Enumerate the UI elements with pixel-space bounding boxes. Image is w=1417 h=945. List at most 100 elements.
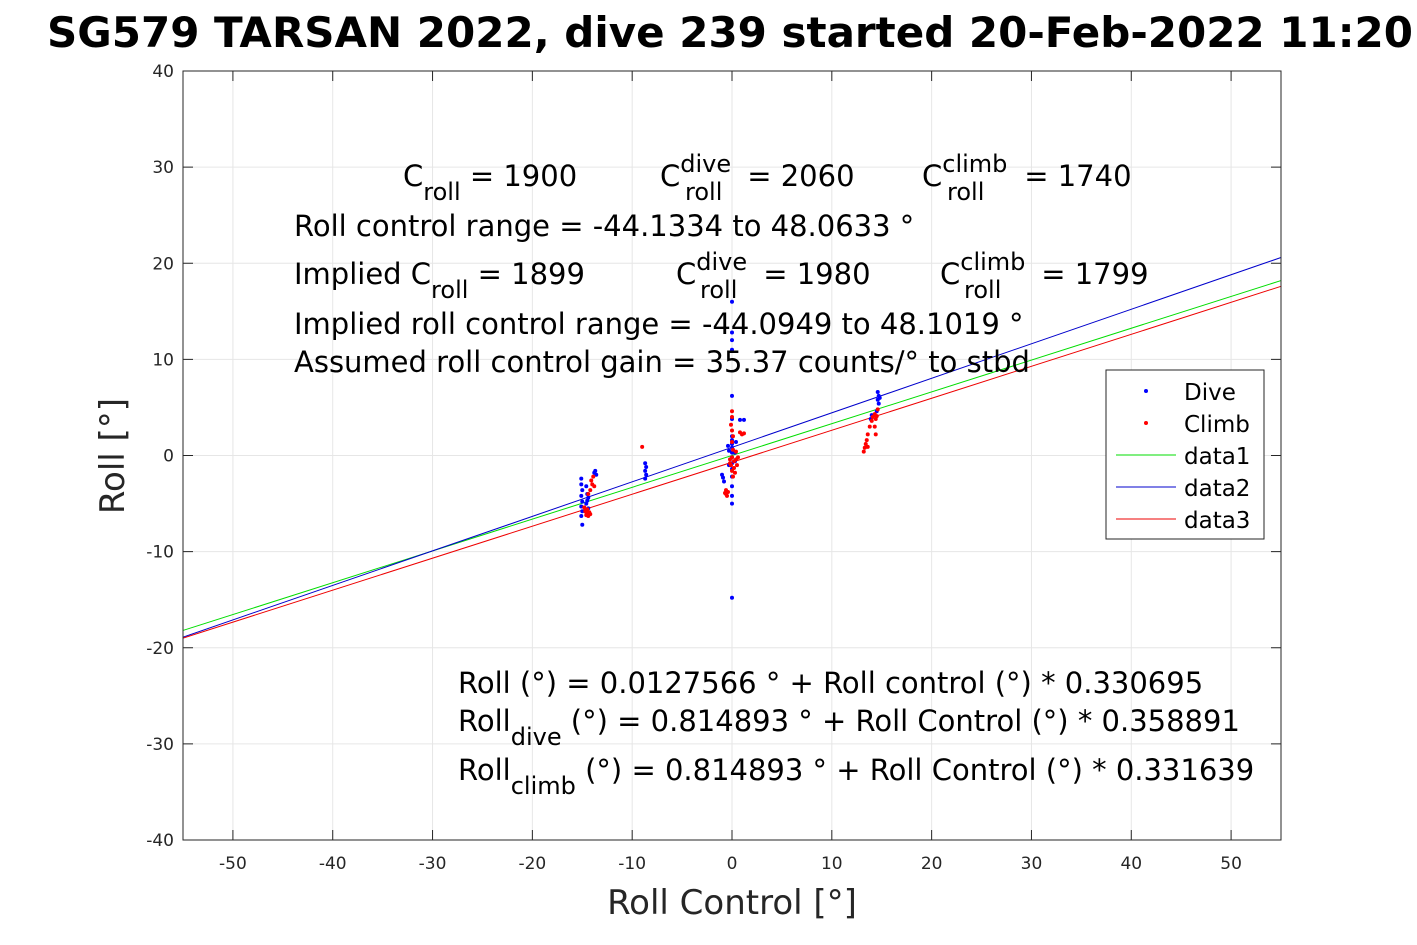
x-tick-label: 40 xyxy=(1120,854,1142,874)
climb-point xyxy=(591,474,596,479)
dive-point xyxy=(643,468,648,473)
dive-point xyxy=(730,338,734,343)
y-tick-label: -30 xyxy=(146,735,174,755)
dive-point xyxy=(876,401,881,406)
dive-point xyxy=(580,499,585,504)
dive-point xyxy=(644,465,649,470)
chart-title: SG579 TARSAN 2022, dive 239 started 20-F… xyxy=(47,8,1413,57)
y-tick-label: 10 xyxy=(152,350,174,370)
climb-point xyxy=(875,407,880,412)
gain-annotation: Assumed roll control gain = 35.37 counts… xyxy=(294,345,1030,379)
implied-range-annotation: Implied roll control range = -44.0949 to… xyxy=(294,307,1024,341)
climb-point xyxy=(731,465,736,470)
dive-point xyxy=(730,493,734,498)
dive-point xyxy=(730,393,734,398)
climb-point xyxy=(730,455,734,460)
dive-point xyxy=(726,443,731,448)
fit-equation-annotation: Roll (°) = 0.0127566 ° + Roll control (°… xyxy=(458,666,1203,700)
climb-point xyxy=(589,478,594,483)
dive-point xyxy=(730,484,734,489)
climb-point xyxy=(873,432,878,437)
y-tick-label: -10 xyxy=(146,543,174,563)
dive-point xyxy=(644,472,649,477)
dive-point xyxy=(875,390,880,395)
climb-point xyxy=(732,470,737,475)
axis-ticks: -50 -40 -30 -20 -10 0 10 20 30 40 50 -40 -30 -20 -10 0 1… xyxy=(146,62,1281,874)
climb-point xyxy=(728,461,733,466)
x-tick-label: 20 xyxy=(921,854,943,874)
legend-data2-label: data2 xyxy=(1184,476,1250,502)
y-tick-label: -40 xyxy=(146,831,174,851)
dive-point xyxy=(722,479,727,484)
climb-point xyxy=(640,444,645,449)
dive-point xyxy=(741,417,746,422)
x-tick-label: -30 xyxy=(419,854,447,874)
climb-point xyxy=(730,434,735,439)
implied-c-roll-annotation: Implied Croll = 1899 xyxy=(294,257,585,304)
climb-point xyxy=(869,418,874,423)
climb-point xyxy=(735,455,740,460)
x-tick-label: 0 xyxy=(727,854,738,874)
climb-point xyxy=(872,424,877,429)
climb-point xyxy=(586,491,591,496)
dive-point xyxy=(643,476,648,481)
dive-point xyxy=(579,493,584,498)
implied-c-roll-dive-annotation: Cdive roll = 1980 xyxy=(676,248,871,304)
dive-point xyxy=(579,514,584,519)
dive-point xyxy=(721,475,726,480)
x-tick-label: 50 xyxy=(1220,854,1242,874)
climb-point xyxy=(874,414,879,419)
climb-point xyxy=(726,490,731,495)
fit-dive-equation-annotation: Rolldive (°) = 0.814893 ° + Roll Control… xyxy=(458,704,1240,751)
climb-point xyxy=(592,484,597,489)
climb-point xyxy=(582,505,587,510)
dive-point xyxy=(643,461,648,466)
dive-point xyxy=(733,440,738,445)
climb-point xyxy=(730,474,735,479)
climb-point xyxy=(867,424,872,429)
roll-control-range-annotation: Roll control range = -44.1334 to 48.0633… xyxy=(294,209,914,243)
legend: Dive Climb data1 data2 data3 xyxy=(1105,369,1265,540)
x-tick-label: -50 xyxy=(219,854,247,874)
climb-point xyxy=(865,432,870,437)
legend-climb-marker xyxy=(1144,421,1148,425)
y-tick-label: 30 xyxy=(152,158,174,178)
climb-point xyxy=(588,488,593,493)
climb-point xyxy=(870,415,875,420)
climb-point xyxy=(730,428,734,433)
dive-point xyxy=(727,448,732,453)
dive-point xyxy=(592,470,597,475)
legend-data3-label: data3 xyxy=(1184,508,1250,534)
x-tick-label: 10 xyxy=(821,854,843,874)
climb-point xyxy=(741,431,746,436)
x-tick-label: 30 xyxy=(1021,854,1043,874)
legend-dive-marker xyxy=(1144,389,1148,393)
dive-point xyxy=(730,330,734,335)
legend-dive-label: Dive xyxy=(1184,380,1236,406)
x-tick-label: -10 xyxy=(618,854,646,874)
dive-point xyxy=(730,347,734,352)
dive-point xyxy=(877,395,882,400)
data-points xyxy=(579,299,882,600)
legend-data1-label: data1 xyxy=(1184,444,1250,470)
x-axis-label: Roll Control [°] xyxy=(607,883,857,923)
climb-point xyxy=(863,441,868,446)
dive-point xyxy=(579,476,584,481)
dive-point xyxy=(580,522,585,527)
dive-point xyxy=(579,482,584,487)
dive-point xyxy=(730,299,734,304)
climb-point xyxy=(733,449,738,454)
fit-climb-equation-annotation: Rollclimb (°) = 0.814893 ° + Roll Contro… xyxy=(458,753,1254,800)
legend-climb-label: Climb xyxy=(1184,412,1250,438)
y-tick-label: -20 xyxy=(146,639,174,659)
climb-point xyxy=(730,440,734,445)
climb-point xyxy=(865,444,870,449)
dive-point xyxy=(580,509,585,514)
dive-point xyxy=(584,501,589,506)
c-roll-dive-annotation: Cdive roll = 2060 xyxy=(660,150,855,206)
climb-point xyxy=(734,463,739,468)
y-tick-label: 20 xyxy=(152,254,174,274)
dive-point xyxy=(737,417,742,422)
dive-point xyxy=(730,501,734,506)
